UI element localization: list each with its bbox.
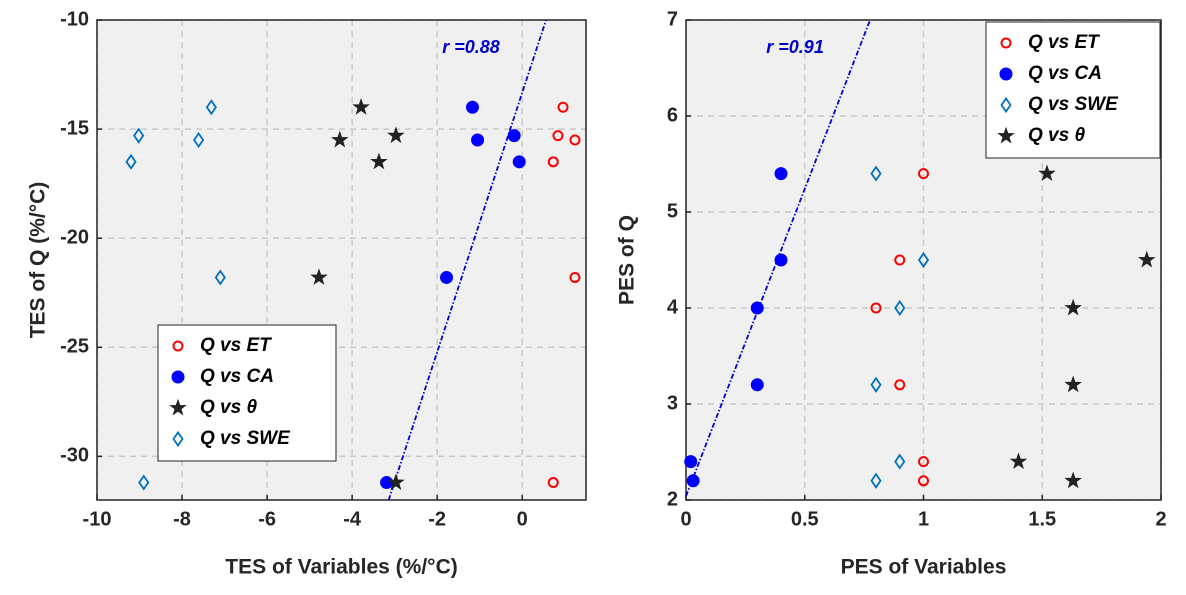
x-tick-label: 2	[1155, 508, 1166, 530]
marker	[894, 254, 906, 266]
marker	[918, 456, 929, 468]
marker	[894, 379, 906, 391]
marker	[214, 269, 226, 286]
x-axis-label: TES of Variables (%/°C)	[225, 556, 457, 579]
marker	[172, 430, 184, 448]
marker	[310, 268, 328, 285]
x-tick-label: 1.5	[1028, 508, 1056, 530]
marker	[1137, 250, 1156, 268]
y-tick-label: -20	[60, 226, 89, 248]
y-tick-label: 7	[667, 8, 678, 30]
legend-box	[157, 324, 337, 462]
x-tick-label: -4	[343, 508, 362, 530]
marker	[352, 98, 370, 115]
marker	[684, 455, 698, 469]
x-tick-label: 0	[680, 508, 691, 530]
legend-label: Q vs θ	[1028, 125, 1085, 146]
x-tick-label: -2	[428, 508, 446, 530]
marker	[1064, 375, 1082, 393]
legend-label: Q vs θ	[200, 397, 257, 418]
marker	[1064, 298, 1082, 316]
marker	[557, 101, 569, 113]
legend-label: Q vs CA	[1028, 63, 1102, 84]
marker	[440, 270, 454, 284]
y-axis-label: PES of Q	[616, 215, 639, 305]
legend-label: Q vs ET	[200, 335, 272, 356]
x-tick-label: 0	[517, 508, 528, 530]
plot-frame	[96, 19, 587, 501]
marker	[870, 165, 882, 182]
marker	[512, 155, 526, 169]
marker	[750, 301, 764, 315]
marker	[569, 134, 581, 146]
marker	[997, 126, 1015, 144]
marker	[686, 474, 700, 488]
marker	[172, 340, 184, 352]
y-tick-label: 4	[667, 296, 679, 318]
marker	[870, 376, 882, 393]
y-axis-label: TES of Q (%/°C)	[27, 182, 50, 339]
marker	[169, 398, 187, 416]
marker	[133, 127, 145, 144]
marker	[552, 130, 564, 142]
marker	[1038, 164, 1056, 182]
y-tick-label: 2	[667, 488, 678, 510]
fit-line	[387, 20, 547, 500]
marker	[750, 378, 764, 392]
x-axis-label: PES of Variables	[841, 556, 1007, 579]
y-tick-label: 6	[667, 104, 678, 126]
legend-label: Q vs CA	[200, 366, 274, 387]
x-tick-label: 1	[918, 508, 929, 530]
marker	[918, 475, 929, 487]
y-tick-label: -25	[60, 336, 89, 358]
marker	[465, 100, 479, 114]
marker	[917, 251, 930, 269]
marker	[1064, 471, 1082, 489]
y-tick-label: -15	[60, 117, 89, 139]
marker	[125, 153, 137, 170]
legend-box	[985, 21, 1161, 159]
marker	[138, 474, 150, 491]
marker	[774, 167, 788, 181]
marker	[471, 133, 485, 147]
marker	[171, 370, 185, 384]
annotation: r =0.88	[442, 37, 500, 57]
x-tick-label: -10	[83, 508, 112, 530]
legend-label: Q vs ET	[1028, 32, 1100, 53]
marker	[774, 253, 788, 267]
marker	[387, 473, 405, 491]
marker	[547, 156, 559, 168]
marker	[1000, 37, 1012, 49]
x-tick-label: 0.5	[791, 508, 819, 530]
marker	[999, 67, 1013, 81]
marker	[569, 271, 581, 283]
marker	[193, 131, 205, 149]
x-tick-label: -8	[173, 508, 191, 530]
marker	[387, 126, 405, 144]
marker	[894, 453, 906, 470]
legend-label: Q vs SWE	[1028, 94, 1119, 115]
marker	[870, 302, 882, 314]
x-tick-label: -6	[258, 508, 276, 530]
marker	[507, 129, 521, 143]
marker	[205, 99, 217, 116]
marker	[331, 130, 349, 148]
marker	[380, 476, 394, 490]
marker	[894, 299, 906, 317]
marker	[870, 472, 882, 489]
marker	[547, 477, 559, 489]
annotation: r =0.91	[766, 37, 824, 57]
y-tick-label: -10	[60, 8, 89, 30]
marker	[1000, 96, 1012, 114]
plot-frame	[685, 19, 1162, 501]
y-tick-label: 5	[667, 200, 678, 222]
marker	[370, 152, 388, 170]
marker	[1009, 452, 1028, 470]
marker	[918, 168, 929, 180]
y-tick-label: -30	[60, 445, 89, 467]
y-tick-label: 3	[667, 392, 678, 414]
legend-label: Q vs SWE	[200, 428, 291, 449]
